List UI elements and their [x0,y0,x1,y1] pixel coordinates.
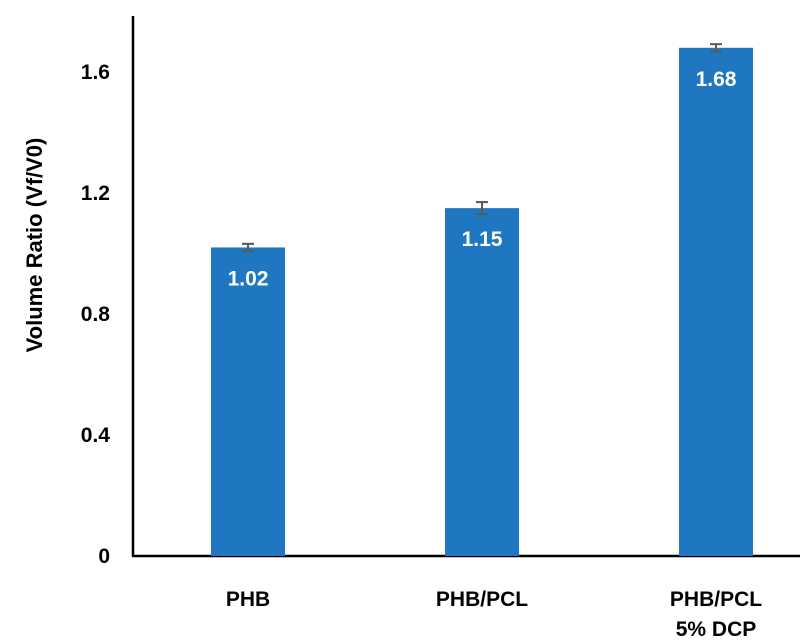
y-tick-label: 0 [98,545,110,568]
y-tick-label: 1.2 [81,182,110,205]
x-category-label: PHB [226,588,270,611]
x-category-label-line: PHB/PCL [670,588,762,611]
y-tick-label: 0.8 [81,303,111,326]
y-tick-label: 0.4 [81,424,111,447]
data-label: 1.02 [228,267,269,290]
x-category-label: PHB/PCL 5% DCP [670,588,762,641]
data-label: 1.68 [696,68,737,91]
plot-area: 0 0.4 0.8 1.2 1.6 1.02 PHB 1.15 PHB/PCL 1.68 PHB/P… [81,16,800,641]
data-label: 1.15 [462,228,503,251]
bar [445,208,519,556]
x-category-label-line: PHB/PCL [436,588,528,611]
x-category-label: PHB/PCL [436,588,528,611]
bar [211,247,285,556]
bar [679,47,753,557]
x-category-label-line: PHB [226,588,270,611]
y-tick-label: 1.6 [81,61,110,84]
x-category-label-line: 5% DCP [676,618,757,641]
y-axis-label: Volume Ratio (Vf/V0) [22,138,47,353]
